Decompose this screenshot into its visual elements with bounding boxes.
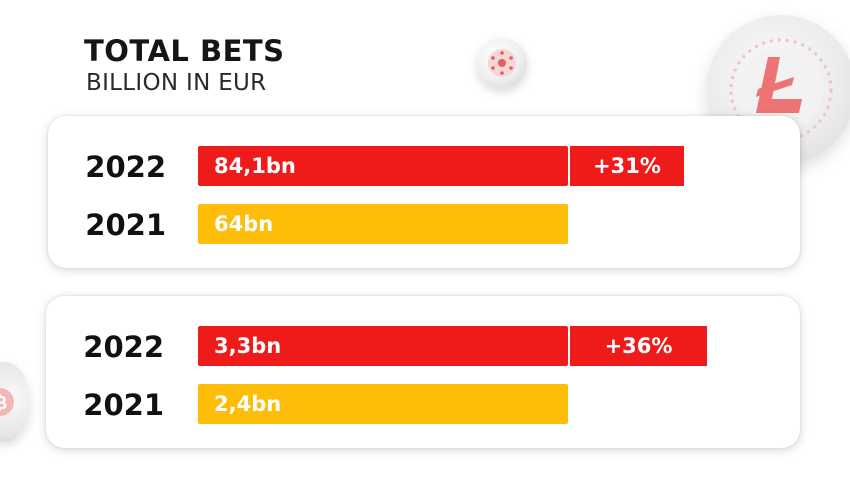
bar-2022: 3,3bn [198,326,568,366]
year-label: 2022 [85,150,166,184]
chart-card: 2022 3,3bn +36% 2021 2,4bn [46,296,800,448]
growth-label: +31% [593,154,661,178]
growth-segment: +31% [568,146,684,186]
cardano-coin-icon [477,38,527,88]
bar-value-label: 2,4bn [214,392,282,416]
bar-2021: 2,4bn [198,384,568,424]
bar-2021: 64bn [198,204,568,244]
bar-row-2021: 2021 64bn [48,204,800,246]
bar-row-2022: 2022 3,3bn +36% [46,326,800,368]
bar-value-label: 64bn [214,212,274,236]
bar-row-2021: 2021 2,4bn [46,384,800,426]
bar-2022: 84,1bn [198,146,568,186]
year-label: 2021 [85,208,166,242]
bar-value-label: 3,3bn [214,334,282,358]
bitcoin-coin-icon: ₿ [0,362,30,442]
chart-card: 2022 84,1bn +31% 2021 64bn [48,116,800,268]
bar-row-2022: 2022 84,1bn +31% [48,146,800,188]
year-label: 2021 [83,388,164,422]
growth-label: +36% [604,334,673,358]
growth-segment: +36% [568,326,707,366]
svg-text:₿: ₿ [0,393,7,414]
bar-value-label: 84,1bn [214,154,296,178]
chart-title: TOTAL BETS [84,34,285,68]
year-label: 2022 [83,330,164,364]
chart-subtitle: BILLION IN EUR [86,70,267,96]
